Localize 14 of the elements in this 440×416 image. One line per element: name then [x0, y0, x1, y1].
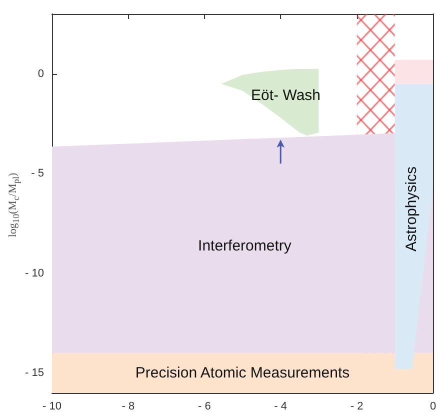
x-tick-label: - 6: [198, 400, 211, 412]
series-label: Eöt- Wash: [251, 86, 321, 104]
y-tick-label: 0: [38, 68, 44, 80]
x-tick-label: - 4: [274, 400, 288, 412]
series-label: Interferometry: [198, 238, 292, 255]
y-tick-label: - 15: [25, 367, 44, 380]
series-label: Precision Atomic Measurements: [135, 364, 350, 382]
y-tick-label: - 5: [31, 168, 44, 180]
y-tick-label: - 10: [25, 267, 44, 280]
x-tick-label: - 2: [350, 400, 364, 412]
series-label: Astrophysics: [402, 166, 420, 252]
x-tick-label: - 10: [42, 400, 62, 412]
x-tick-label: - 8: [122, 400, 135, 412]
x-tick-label: 0: [430, 400, 436, 412]
